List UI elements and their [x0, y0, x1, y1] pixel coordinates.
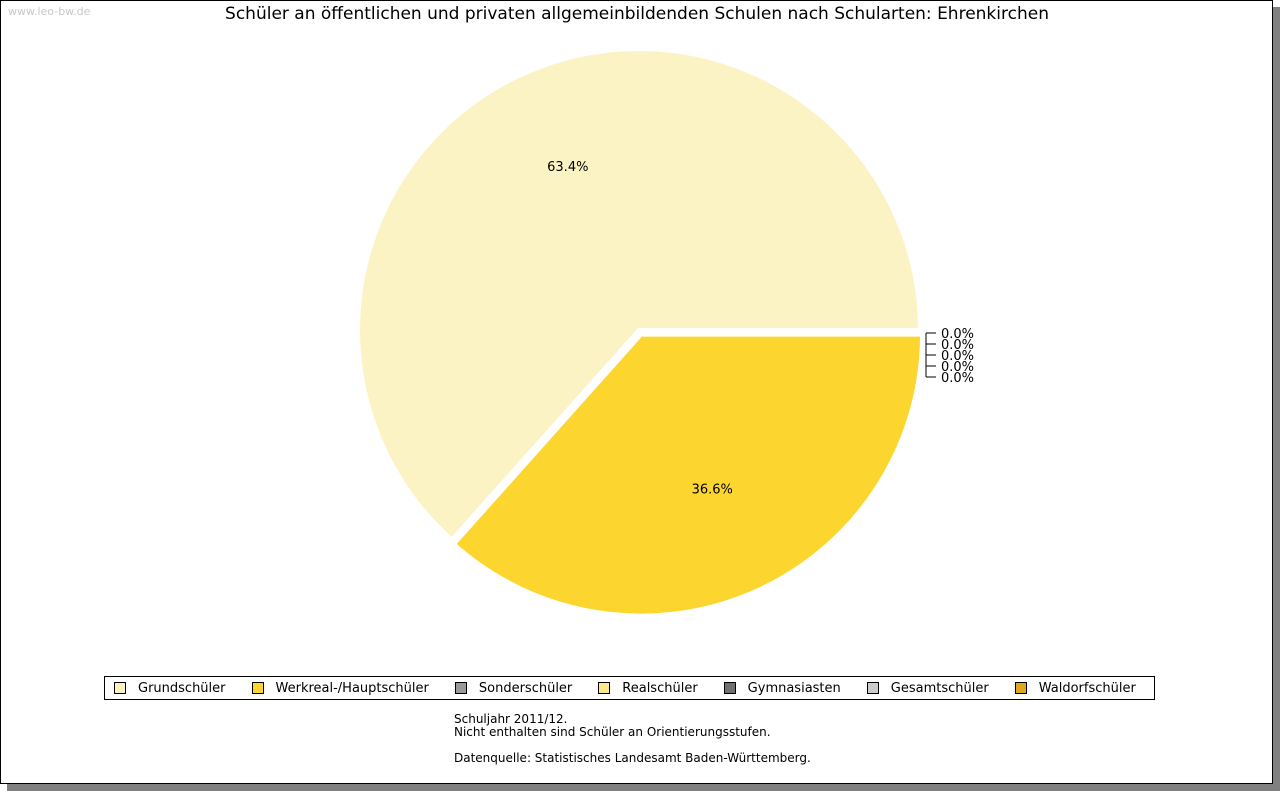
legend-label: Realschüler: [622, 680, 698, 696]
legend-item: Grundschüler: [114, 681, 226, 696]
slice-label-zero: 0.0%: [941, 371, 974, 386]
legend-label: Gesamtschüler: [890, 680, 989, 696]
pie-slice-0: [356, 47, 923, 543]
legend-item: Gymnasiasten: [723, 680, 841, 696]
note-year: Schuljahr 2011/12.: [454, 712, 568, 726]
legend: Grundschüler Werkreal-/Hauptschüler Sonder…: [104, 676, 1155, 700]
legend-item: Realschüler: [598, 680, 698, 696]
legend-item: Werkreal-/Hauptschüler: [251, 680, 429, 696]
legend-swatch: [598, 682, 611, 694]
legend-swatch: [1014, 682, 1027, 694]
slice-label-zero: 0.0%: [941, 338, 974, 353]
legend-swatch: [723, 682, 736, 694]
notes: Schuljahr 2011/12. Nicht enthalten sind …: [454, 713, 811, 765]
legend-swatch: [454, 682, 467, 694]
slice-label: 36.6%: [692, 483, 733, 498]
legend-swatch: [114, 682, 126, 694]
legend-label: Sonderschüler: [478, 680, 573, 696]
legend-item: Gesamtschüler: [866, 680, 989, 696]
legend-label: Grundschüler: [138, 680, 226, 696]
note-exclusion: Nicht enthalten sind Schüler an Orientie…: [454, 725, 771, 739]
legend-swatch: [866, 682, 879, 694]
legend-swatch: [251, 682, 264, 694]
slice-label-zero: 0.0%: [941, 349, 974, 364]
legend-label: Waldorfschüler: [1038, 680, 1136, 696]
chart-title: Schüler an öffentlichen und privaten all…: [225, 4, 1049, 24]
legend-label: Werkreal-/Hauptschüler: [275, 680, 429, 696]
note-source: Datenquelle: Statistisches Landesamt Bad…: [454, 751, 811, 765]
slice-label: 63.4%: [547, 160, 588, 175]
legend-item: Waldorfschüler: [1014, 680, 1136, 696]
slice-label-zero: 0.0%: [941, 360, 974, 375]
legend-label: Gymnasiasten: [747, 680, 841, 696]
slice-label-zero: 0.0%: [941, 327, 974, 342]
legend-item: Sonderschüler: [454, 680, 573, 696]
pie-slice-1: [451, 332, 925, 618]
watermark: www.leo-bw.de: [8, 5, 91, 18]
